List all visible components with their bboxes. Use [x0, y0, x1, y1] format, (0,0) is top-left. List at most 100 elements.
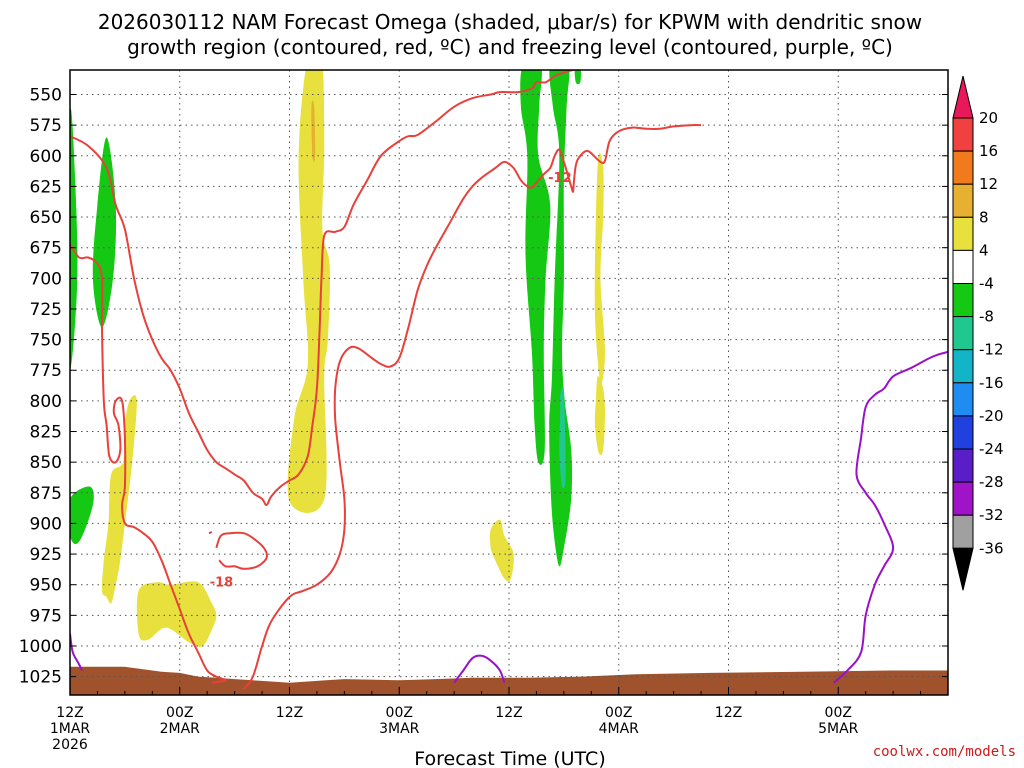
- x-tick-label: 00Z: [605, 705, 632, 721]
- colorbar-swatch: [952, 514, 974, 549]
- colorbar-swatch: [952, 150, 974, 185]
- colorbar-label: -4: [979, 275, 994, 293]
- omega-region-11: [549, 70, 573, 567]
- contour-dgz-right-upper: [572, 124, 702, 193]
- colorbar-label: 16: [979, 142, 998, 160]
- contour-frz-left: [70, 633, 83, 671]
- colorbar-swatch: [952, 382, 974, 417]
- y-tick-label: 825: [30, 423, 62, 443]
- omega-region-13: [574, 70, 581, 85]
- x-tick-label: 2026: [52, 737, 88, 753]
- y-tick-label: 1025: [19, 668, 62, 688]
- colorbar-label: 8: [979, 208, 989, 226]
- contour-frz-center: [453, 654, 506, 684]
- omega-region-4: [136, 581, 217, 647]
- colorbar: 20 16 12 8 4 -4 -8 -12 -16 -20 -24 -28 -32 -36: [952, 75, 1004, 591]
- x-tick-label: 00Z: [386, 705, 413, 721]
- omega-region-12: [559, 388, 566, 489]
- y-tick-label: 875: [30, 484, 62, 504]
- colorbar-label: 20: [979, 109, 998, 127]
- colorbar-label: 12: [979, 175, 998, 193]
- y-tick-label: 775: [30, 361, 62, 381]
- y-tick-label: 650: [30, 208, 62, 228]
- colorbar-swatch: [952, 448, 974, 483]
- x-tick-label: 00Z: [166, 705, 193, 721]
- y-axis: 550 575 600 625 650 675 700 725 750 775 800 825 850 8…: [19, 86, 948, 688]
- colorbar-swatch: [952, 349, 974, 384]
- y-tick-label: 550: [30, 86, 62, 106]
- plot-area: [69, 69, 949, 696]
- y-tick-label: 700: [30, 269, 62, 289]
- omega-shading: [70, 70, 605, 647]
- chart-title-line1: 2026030112 NAM Forecast Omega (shaded, μ…: [98, 10, 922, 34]
- contour-dgz-left-inner: [70, 243, 227, 684]
- x-tick-label: 12Z: [56, 705, 83, 721]
- x-tick-label: 4MAR: [599, 721, 640, 737]
- colorbar-max-triangle: [952, 75, 974, 119]
- contour-dgz-18: [215, 531, 268, 570]
- y-tick-label: 750: [30, 331, 62, 351]
- grid: [70, 70, 948, 695]
- omega-region-10: [520, 70, 551, 465]
- y-tick-label: 1000: [19, 637, 62, 657]
- omega-region-5: [287, 70, 330, 513]
- x-tick-label: 12Z: [276, 705, 303, 721]
- colorbar-label: -28: [979, 473, 1004, 491]
- x-tick-label: 2MAR: [160, 721, 201, 737]
- contour-label: -12: [548, 171, 572, 186]
- x-tick-label: 12Z: [715, 705, 742, 721]
- colorbar-min-triangle: [952, 547, 974, 591]
- colorbar-label: -8: [979, 308, 994, 326]
- omega-region-2: [70, 486, 94, 544]
- omega-region-1: [92, 137, 117, 328]
- y-tick-label: 800: [30, 392, 62, 412]
- omega-region-8: [594, 376, 605, 456]
- omega-region-7: [489, 519, 514, 582]
- y-tick-label: 675: [30, 239, 62, 259]
- x-tick-label: 3MAR: [379, 721, 420, 737]
- colorbar-swatch: [952, 283, 974, 318]
- colorbar-label: -24: [979, 440, 1004, 458]
- colorbar-label: 4: [979, 241, 989, 259]
- y-tick-label: 625: [30, 177, 62, 197]
- colorbar-label: -20: [979, 407, 1004, 425]
- y-tick-label: 600: [30, 147, 62, 167]
- colorbar-swatch: [952, 216, 974, 251]
- colorbar-swatch: [952, 117, 974, 152]
- colorbar-swatch: [952, 183, 974, 218]
- colorbar-label: -16: [979, 374, 1004, 392]
- credit: coolwx.com/models: [873, 744, 1016, 760]
- x-tick-label: 00Z: [825, 705, 852, 721]
- omega-region-3: [101, 395, 137, 604]
- colorbar-label: -36: [979, 539, 1004, 557]
- omega-region-6: [311, 100, 316, 162]
- y-tick-label: 850: [30, 453, 62, 473]
- x-tick-label: 1MAR: [50, 721, 91, 737]
- y-tick-label: 900: [30, 514, 62, 534]
- y-tick-label: 725: [30, 300, 62, 320]
- y-tick-label: 975: [30, 606, 62, 626]
- contour-dgz-right-branch: [242, 148, 574, 690]
- contour-frz-right: [833, 350, 948, 684]
- colorbar-swatch: [952, 481, 974, 516]
- x-tick-label: 12Z: [495, 705, 522, 721]
- y-tick-label: 950: [30, 576, 62, 596]
- omega-region-0: [70, 108, 78, 371]
- colorbar-swatch: [952, 415, 974, 450]
- contours: [70, 70, 948, 690]
- y-tick-label: 925: [30, 545, 62, 565]
- x-axis-title: Forecast Time (UTC): [414, 748, 605, 768]
- omega-region-9: [594, 152, 605, 384]
- colorbar-swatch: [952, 249, 974, 284]
- contour-dgz-main: [70, 70, 578, 506]
- colorbar-label: -12: [979, 341, 1004, 359]
- x-tick-label: 5MAR: [818, 721, 859, 737]
- colorbar-label: -32: [979, 506, 1004, 524]
- y-tick-label: 575: [30, 116, 62, 136]
- contour-dgz-dot: [208, 531, 213, 535]
- colorbar-swatch: [952, 316, 974, 351]
- chart-title-line2: growth region (contoured, red, ºC) and f…: [127, 35, 893, 59]
- contour-label: -18: [210, 575, 234, 590]
